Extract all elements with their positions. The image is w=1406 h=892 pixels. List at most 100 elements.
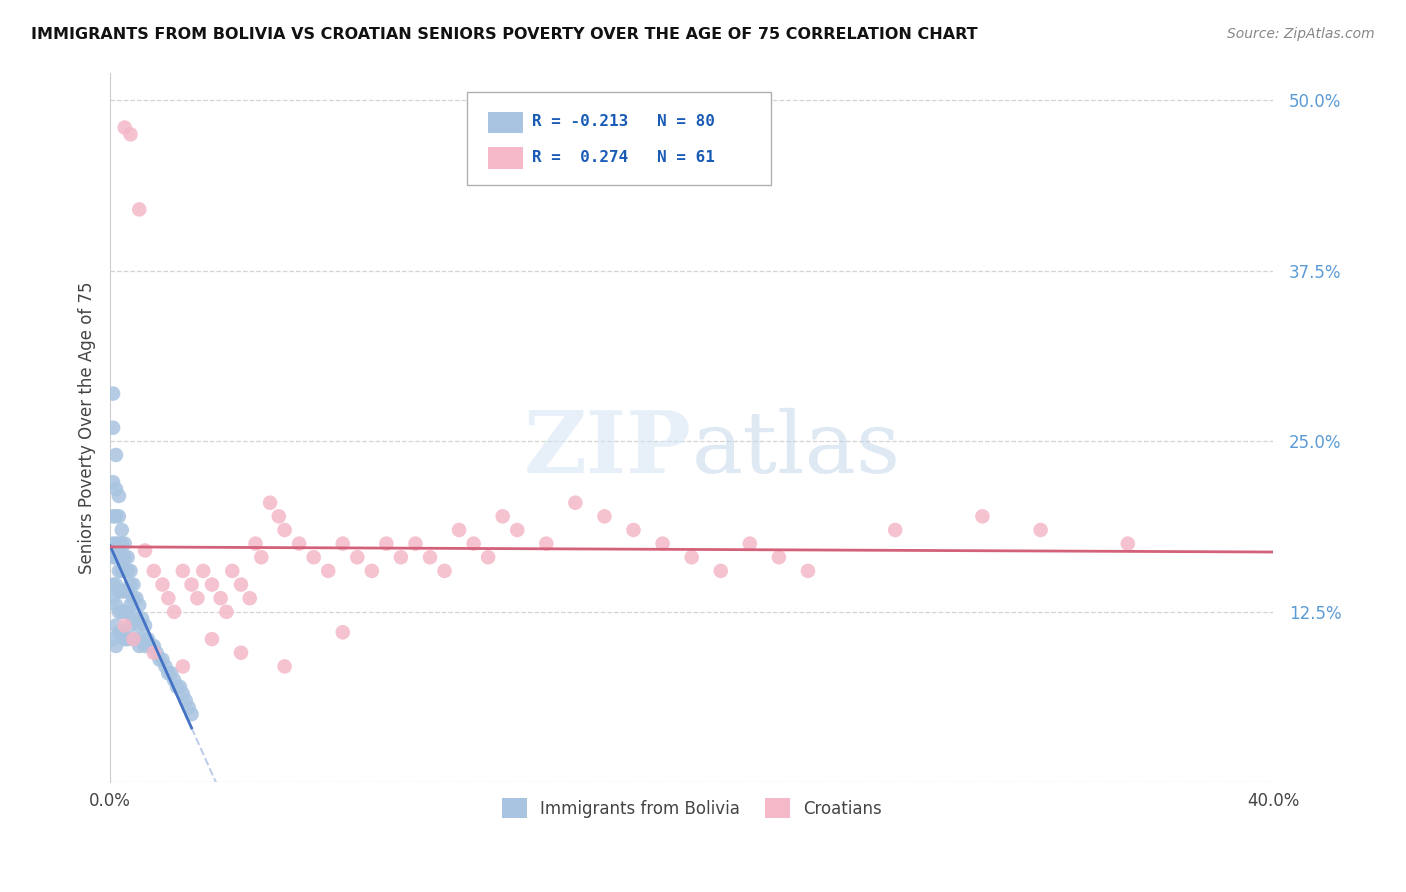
Point (506, 523, 529, 537)
Point (101, 386, 124, 401)
Point (111, 523, 134, 537)
Text: ZIP: ZIP (524, 407, 692, 491)
Point (316, 564, 339, 578)
Point (134, 618, 156, 632)
Point (114, 536, 136, 550)
Point (239, 591, 262, 606)
Point (152, 577, 174, 591)
Point (131, 612, 153, 626)
Point (267, 509, 290, 524)
Point (134, 543, 156, 558)
Point (172, 687, 194, 701)
Point (104, 618, 127, 632)
Point (163, 673, 186, 687)
Point (125, 632, 148, 647)
Point (101, 577, 124, 591)
Point (104, 577, 127, 591)
Text: IMMIGRANTS FROM BOLIVIA VS CROATIAN SENIORS POVERTY OVER THE AGE OF 75 CORRELATI: IMMIGRANTS FROM BOLIVIA VS CROATIAN SENI… (31, 27, 977, 42)
Point (114, 120, 136, 135)
Point (117, 632, 139, 647)
Point (738, 536, 761, 550)
Point (768, 550, 790, 565)
Point (122, 612, 145, 626)
Point (117, 564, 139, 578)
Point (360, 564, 382, 578)
Point (128, 202, 150, 217)
Point (104, 448, 127, 462)
Point (302, 550, 325, 565)
Point (101, 632, 124, 647)
Bar (488, 147, 523, 169)
Point (332, 536, 354, 550)
Point (346, 550, 368, 565)
Point (201, 632, 224, 647)
Point (108, 550, 131, 565)
Point (623, 523, 645, 537)
Point (136, 632, 159, 647)
Point (273, 523, 295, 537)
Point (250, 550, 273, 565)
Point (104, 598, 127, 612)
Point (288, 536, 311, 550)
Point (172, 564, 194, 578)
Text: R =  0.274   N = 61: R = 0.274 N = 61 (533, 150, 716, 165)
Point (142, 639, 165, 653)
Point (463, 536, 485, 550)
Point (157, 666, 180, 681)
Point (101, 536, 124, 550)
Point (492, 509, 515, 524)
Point (122, 591, 145, 606)
Point (229, 577, 252, 591)
Point (273, 659, 295, 673)
Point (122, 632, 145, 647)
Point (101, 591, 124, 606)
Point (114, 605, 136, 619)
Point (104, 639, 127, 653)
Point (131, 632, 153, 647)
Point (111, 584, 134, 599)
Point (104, 482, 127, 496)
Point (120, 598, 142, 612)
Point (111, 536, 134, 550)
Point (122, 577, 145, 591)
Y-axis label: Seniors Poverty Over the Age of 75: Seniors Poverty Over the Age of 75 (79, 281, 96, 574)
Point (209, 591, 232, 606)
Point (221, 564, 243, 578)
Point (134, 639, 156, 653)
Point (375, 536, 398, 550)
Point (114, 550, 136, 565)
Point (536, 536, 558, 550)
Point (108, 509, 131, 524)
Bar (488, 112, 523, 133)
Point (111, 625, 134, 640)
Point (169, 680, 191, 694)
Point (128, 598, 150, 612)
Point (108, 625, 131, 640)
Point (229, 646, 252, 660)
Point (419, 550, 441, 565)
Point (477, 550, 499, 565)
Point (120, 577, 142, 591)
Point (117, 605, 139, 619)
Point (172, 659, 194, 673)
Point (114, 564, 136, 578)
Point (145, 646, 167, 660)
Point (104, 509, 127, 524)
Point (797, 564, 820, 578)
Point (710, 564, 733, 578)
Point (114, 584, 136, 599)
Point (433, 564, 456, 578)
Point (972, 509, 994, 524)
FancyBboxPatch shape (467, 92, 770, 185)
Point (108, 489, 131, 503)
Point (128, 639, 150, 653)
Point (108, 564, 131, 578)
Point (111, 550, 134, 565)
Point (142, 564, 165, 578)
Point (180, 577, 202, 591)
Point (160, 666, 183, 681)
Point (157, 591, 180, 606)
Point (101, 420, 124, 434)
Point (152, 652, 174, 666)
Point (564, 496, 586, 510)
